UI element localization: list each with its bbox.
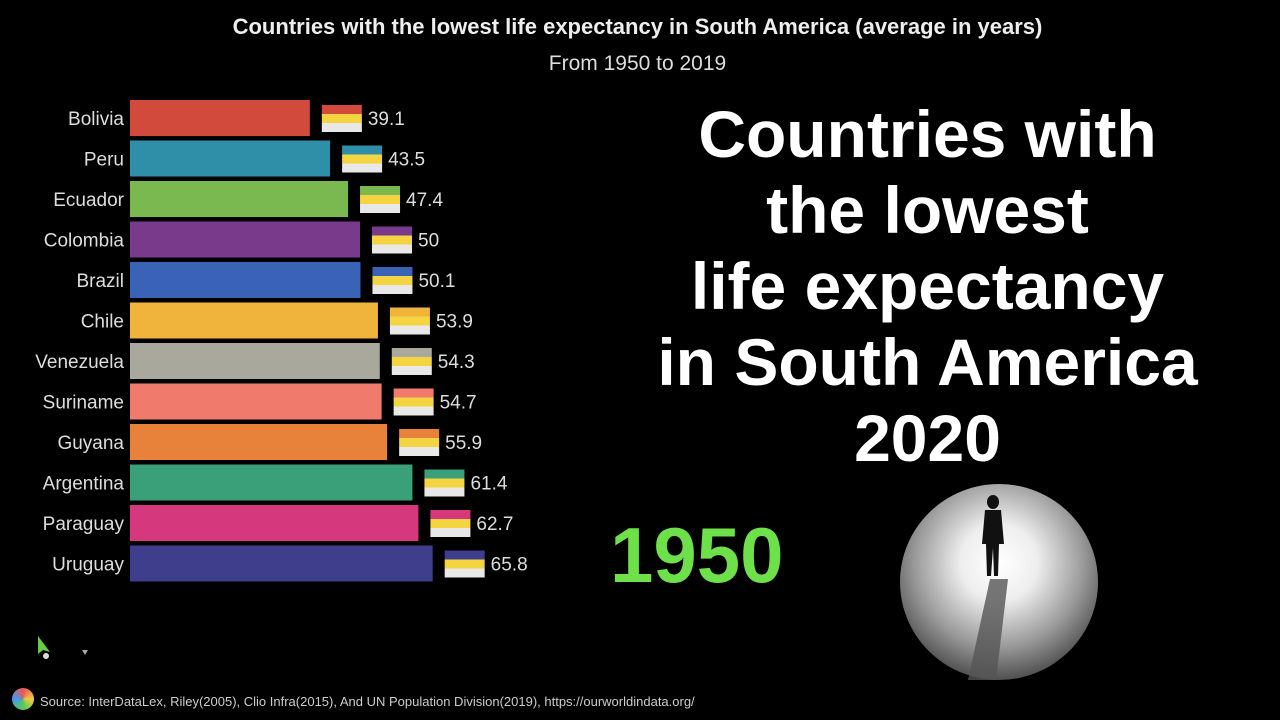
category-label: Uruguay bbox=[52, 555, 124, 576]
overlay-line: in South America bbox=[657, 325, 1198, 399]
category-label: Suriname bbox=[43, 393, 124, 414]
flag-guyana-icon bbox=[399, 429, 440, 456]
value-label: 55.9 bbox=[445, 433, 482, 454]
value-label: 50 bbox=[418, 231, 439, 252]
chart-subtitle: From 1950 to 2019 bbox=[548, 52, 727, 75]
source-text: Source: InterDataLex, Riley(2005), Clio … bbox=[40, 694, 695, 709]
category-label: Chile bbox=[81, 312, 124, 333]
bar-ecuador bbox=[130, 181, 349, 217]
bar-paraguay bbox=[130, 505, 419, 541]
category-label: Ecuador bbox=[53, 190, 124, 211]
value-label: 39.1 bbox=[368, 109, 405, 130]
category-label: Peru bbox=[84, 150, 124, 171]
value-label: 47.4 bbox=[406, 190, 443, 211]
value-label: 50.1 bbox=[418, 271, 455, 292]
value-label: 53.9 bbox=[436, 312, 473, 333]
value-label: 65.8 bbox=[491, 555, 528, 576]
bar-venezuela bbox=[130, 343, 380, 379]
bar-brazil bbox=[130, 262, 361, 298]
cursor-icon bbox=[38, 636, 88, 659]
source-logo bbox=[12, 688, 34, 710]
flag-paraguay-icon bbox=[430, 510, 471, 537]
value-label: 43.5 bbox=[388, 150, 425, 171]
chart-title: Countries with the lowest life expectanc… bbox=[232, 14, 1043, 39]
flag-suriname-icon bbox=[393, 388, 434, 416]
overlay-headline: Countries with the lowest life expectanc… bbox=[575, 96, 1280, 476]
bar-chart: Bolivia 39.1 Peru 43.5 Ecuador 47.4 Colombia 50… bbox=[35, 100, 528, 582]
overlay-line: the lowest bbox=[766, 173, 1089, 247]
tunnel-person-image bbox=[900, 484, 1098, 680]
category-label: Argentina bbox=[43, 474, 125, 495]
flag-chile-icon bbox=[389, 307, 430, 335]
category-label: Colombia bbox=[44, 231, 125, 252]
category-label: Venezuela bbox=[35, 352, 124, 373]
value-label: 54.3 bbox=[438, 352, 475, 373]
category-label: Guyana bbox=[57, 433, 124, 454]
overlay-line: Countries with bbox=[698, 97, 1157, 171]
overlay-line: life expectancy bbox=[690, 249, 1165, 323]
bar-bolivia bbox=[130, 100, 310, 136]
year-label: 1950 bbox=[610, 511, 784, 599]
category-label: Bolivia bbox=[68, 109, 124, 130]
bar-colombia bbox=[130, 221, 360, 258]
flag-brazil-icon bbox=[372, 267, 413, 294]
category-label: Brazil bbox=[76, 271, 124, 292]
flag-peru-icon bbox=[342, 145, 383, 173]
value-label: 54.7 bbox=[440, 393, 477, 414]
bar-guyana bbox=[130, 424, 388, 460]
person-silhouette-icon bbox=[968, 495, 1008, 680]
flag-uruguay-icon bbox=[444, 550, 485, 578]
value-label: 61.4 bbox=[470, 474, 507, 495]
flag-bolivia-icon bbox=[321, 105, 362, 132]
flag-venezuela-icon bbox=[391, 348, 432, 375]
bar-argentina bbox=[130, 464, 413, 501]
bar-suriname bbox=[130, 383, 382, 420]
flag-argentina-icon bbox=[424, 469, 465, 497]
bar-chile bbox=[130, 302, 378, 339]
category-label: Paraguay bbox=[43, 514, 125, 535]
bar-uruguay bbox=[130, 545, 433, 582]
flag-colombia-icon bbox=[372, 226, 412, 254]
bar-peru bbox=[130, 140, 331, 177]
value-label: 62.7 bbox=[476, 514, 513, 535]
overlay-line: 2020 bbox=[854, 401, 1001, 475]
flag-ecuador-icon bbox=[360, 186, 401, 213]
